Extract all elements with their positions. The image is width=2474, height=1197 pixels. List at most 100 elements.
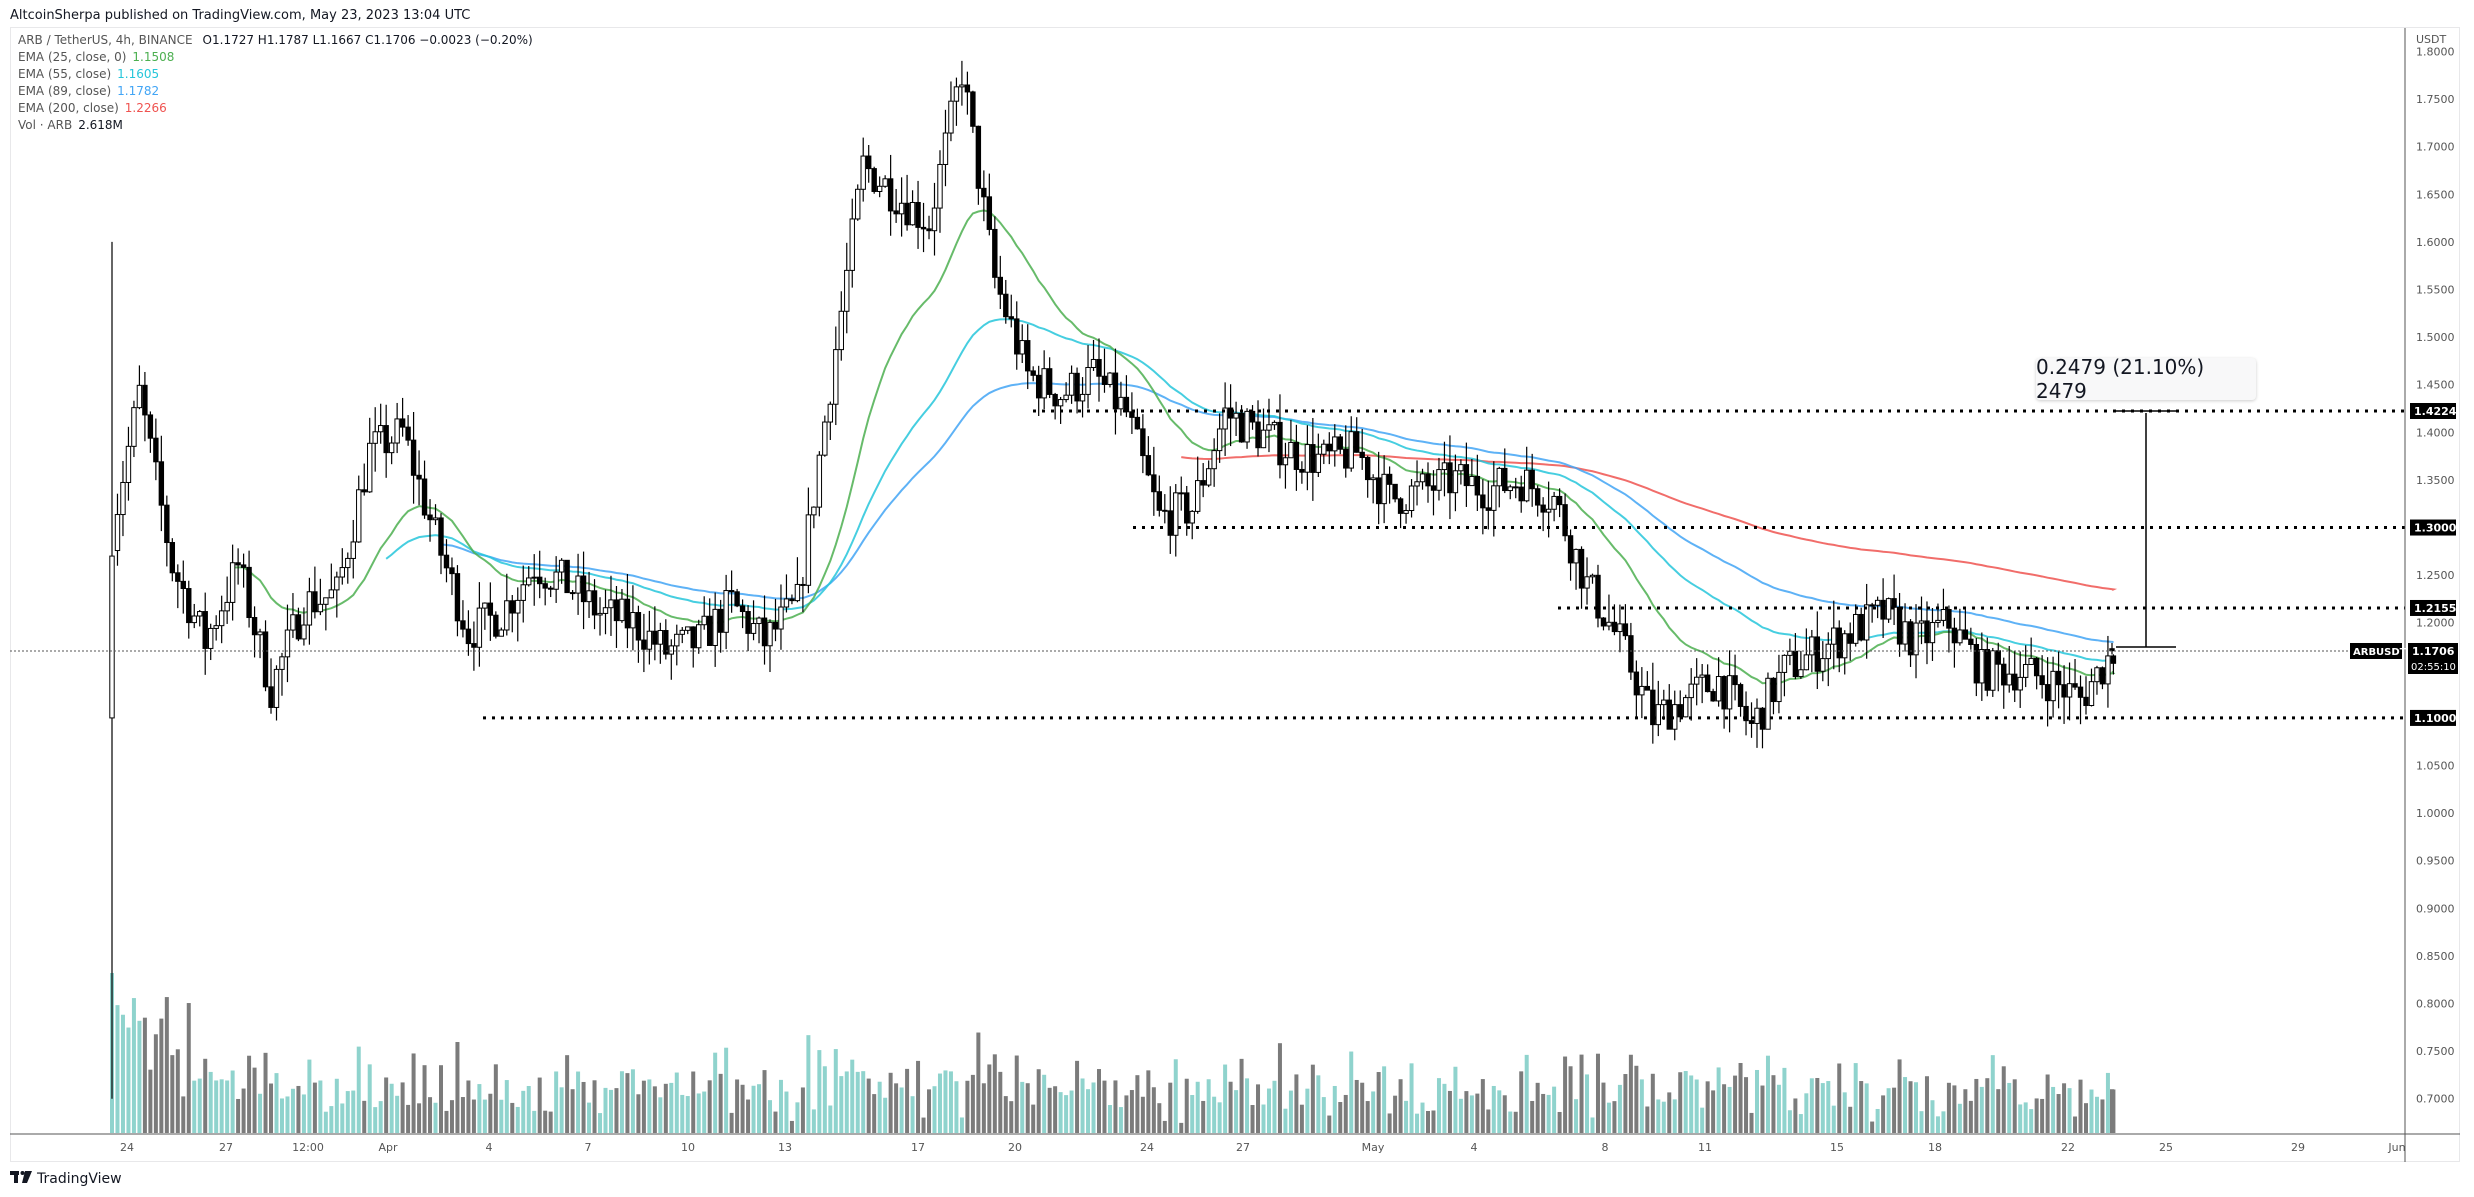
candle-body (1277, 421, 1283, 466)
candle-body (449, 567, 455, 575)
volume-bar (1941, 1111, 1946, 1133)
volume-bar (488, 1093, 493, 1133)
candle-body (822, 421, 828, 456)
candle-body (1820, 658, 1826, 672)
volume-bar (439, 1065, 443, 1133)
price-tick-label: 1.4500 (2416, 379, 2455, 392)
volume-bar (1223, 1064, 1228, 1133)
volume-bar (1519, 1071, 1524, 1133)
candle-body (454, 573, 461, 622)
candle-body (542, 583, 548, 589)
candle-body (1578, 548, 1585, 589)
volume-bar (707, 1080, 712, 1133)
candle-body (197, 611, 203, 617)
volume-bar (263, 1052, 268, 1133)
candle-body (1776, 671, 1782, 703)
volume-bar (576, 1071, 581, 1133)
volume-bar (1409, 1063, 1414, 1133)
candle-body (1107, 372, 1113, 385)
legend-ema89[interactable]: EMA (89, close) 1.1782 (18, 83, 533, 100)
candle-body (1502, 467, 1508, 492)
volume-bar (389, 1083, 394, 1133)
volume-bar (872, 1094, 877, 1133)
volume-bar (614, 1088, 619, 1133)
candle-body (2044, 684, 2051, 702)
candle-body (213, 625, 219, 629)
price-tick-label: 1.2500 (2416, 569, 2455, 582)
volume-bar (1541, 1093, 1546, 1133)
candle-body (1874, 599, 1881, 606)
volume-bar (2094, 1096, 2099, 1133)
volume-bar (817, 1050, 822, 1133)
candle-body (1792, 650, 1799, 678)
volume-bar (954, 1081, 959, 1133)
volume-bar (1387, 1113, 1392, 1133)
price-range-measure-label[interactable]: 0.2479 (21.10%) 2479 (2036, 355, 2256, 403)
candle-body (1611, 621, 1618, 633)
price-level-tag[interactable] (2410, 709, 2456, 726)
volume-bar (1086, 1089, 1091, 1133)
candle-body (1293, 441, 1300, 470)
tradingview-logo[interactable]: TradingView (10, 1171, 122, 1187)
price-tick-label: 0.7000 (2416, 1093, 2455, 1106)
volume-bar (1118, 1107, 1123, 1133)
legend-ema200[interactable]: EMA (200, close) 1.2266 (18, 100, 533, 117)
volume-bar (927, 1089, 932, 1133)
volume-bar (422, 1065, 427, 1133)
volume-bar (1206, 1079, 1211, 1133)
volume-bar (482, 1099, 487, 1133)
legend-volume[interactable]: Vol · ARB 2.618M (18, 117, 533, 134)
legend-ema25[interactable]: EMA (25, close, 0) 1.1508 (18, 49, 533, 66)
volume-bar (1173, 1059, 1178, 1133)
candle-body (493, 614, 499, 637)
volume-bar (1365, 1101, 1370, 1133)
volume-bar (247, 1055, 252, 1133)
volume-bar (1979, 1086, 1984, 1133)
volume-bar (274, 1073, 279, 1133)
candle-body (273, 668, 280, 708)
volume-bar (987, 1064, 992, 1133)
price-level-tag[interactable] (2410, 599, 2456, 616)
candle-body (866, 155, 872, 170)
volume-bar (855, 1071, 860, 1133)
ema-55-line (385, 318, 2114, 662)
symbol-tag[interactable] (2350, 643, 2402, 659)
volume-bar (428, 1097, 433, 1133)
candle-body (1090, 358, 1097, 368)
volume-bar (1683, 1071, 1688, 1133)
candle-body (2109, 648, 2115, 652)
volume-bar (1497, 1090, 1502, 1133)
volume-bar (230, 1070, 235, 1133)
price-level-tag[interactable] (2410, 519, 2456, 536)
candle-body (1354, 431, 1360, 453)
volume-bar (1217, 1102, 1222, 1133)
candle-body (1195, 480, 1201, 512)
candle-body (1408, 485, 1415, 512)
candle-body (345, 557, 351, 569)
volume-bar (417, 1103, 422, 1133)
candle-body (295, 614, 302, 640)
price-level-tag[interactable] (2410, 403, 2456, 419)
candle-body (350, 541, 356, 559)
candle-body (1025, 340, 1031, 372)
candle-body (871, 168, 877, 192)
candle-body (169, 542, 176, 574)
volume-bar (757, 1084, 762, 1133)
volume-bar (1398, 1079, 1403, 1133)
candle-body (1946, 609, 1952, 629)
candle-body (1693, 676, 1700, 685)
volume-bar (1091, 1082, 1096, 1133)
candle-body (1924, 620, 1930, 644)
volume-bar (1003, 1096, 1008, 1133)
candle-body (1326, 443, 1332, 452)
volume-bar (603, 1087, 608, 1133)
legend-ema55[interactable]: EMA (55, close) 1.1605 (18, 66, 533, 83)
candle-body (772, 621, 779, 630)
legend-symbol-row[interactable]: ARB / TetherUS, 4h, BINANCE O1.1727 H1.17… (18, 32, 533, 49)
indicator-label: EMA (55, close) (18, 67, 112, 81)
candle-body (1392, 483, 1398, 500)
volume-bar (795, 1102, 800, 1133)
volume-bar (608, 1089, 613, 1133)
current-price-tag[interactable] (2408, 643, 2458, 674)
